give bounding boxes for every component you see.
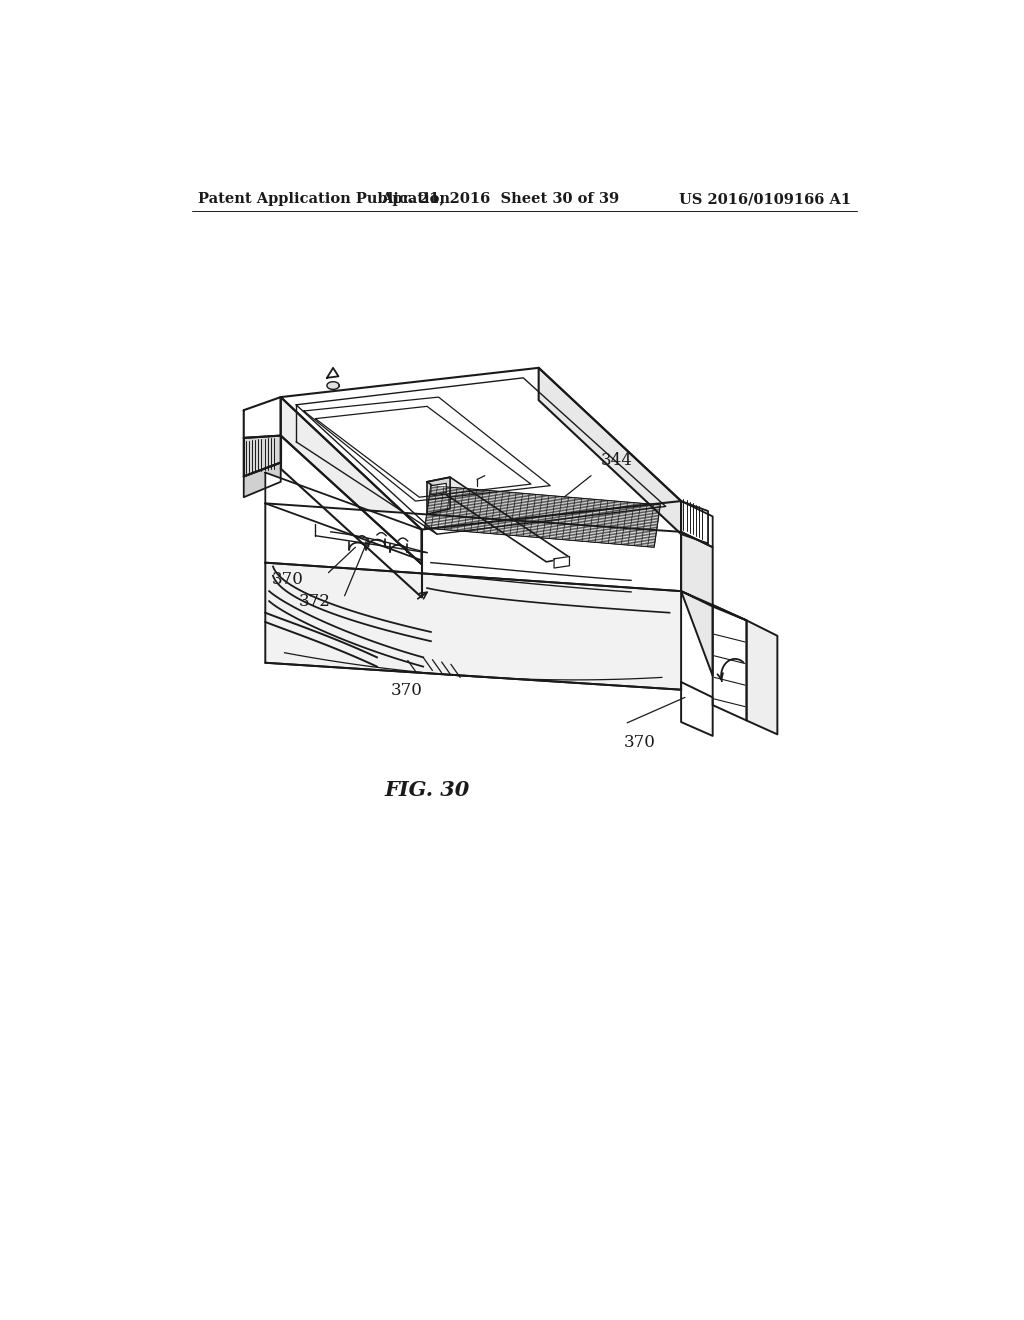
Polygon shape — [681, 502, 713, 548]
Polygon shape — [431, 483, 446, 495]
Polygon shape — [265, 473, 422, 561]
Polygon shape — [746, 620, 777, 734]
Polygon shape — [539, 368, 681, 535]
Polygon shape — [281, 397, 422, 564]
Text: 370: 370 — [272, 572, 304, 589]
Polygon shape — [304, 397, 550, 502]
Polygon shape — [265, 562, 681, 689]
Polygon shape — [681, 532, 713, 676]
Polygon shape — [327, 368, 339, 378]
Text: 370: 370 — [624, 734, 655, 751]
Polygon shape — [315, 407, 531, 498]
Polygon shape — [327, 381, 339, 389]
Polygon shape — [713, 605, 746, 721]
Polygon shape — [427, 478, 451, 515]
Polygon shape — [554, 557, 569, 568]
Polygon shape — [681, 591, 746, 620]
Text: 372: 372 — [299, 594, 331, 610]
Polygon shape — [427, 478, 569, 562]
Text: Apr. 21, 2016  Sheet 30 of 39: Apr. 21, 2016 Sheet 30 of 39 — [381, 193, 620, 206]
Polygon shape — [425, 486, 660, 548]
Text: 370: 370 — [390, 682, 422, 700]
Polygon shape — [681, 682, 713, 737]
Polygon shape — [265, 503, 681, 591]
Polygon shape — [244, 462, 281, 498]
Polygon shape — [244, 397, 281, 438]
Text: FIG. 30: FIG. 30 — [384, 780, 470, 800]
Polygon shape — [244, 436, 281, 477]
Polygon shape — [681, 502, 708, 544]
Polygon shape — [296, 378, 666, 535]
Text: US 2016/0109166 A1: US 2016/0109166 A1 — [679, 193, 851, 206]
Polygon shape — [281, 368, 681, 529]
Text: Patent Application Publication: Patent Application Publication — [199, 193, 451, 206]
Text: 344: 344 — [600, 451, 632, 469]
